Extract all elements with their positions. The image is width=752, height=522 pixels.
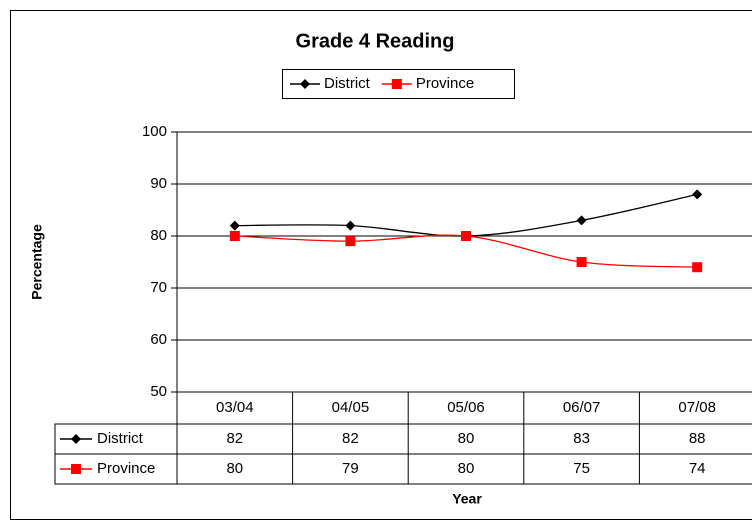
y-tick-label: 70 bbox=[150, 279, 167, 296]
x-tick-label: 03/04 bbox=[216, 399, 254, 416]
point bbox=[576, 215, 587, 226]
x-axis-title: Year bbox=[452, 491, 482, 507]
table-value: 88 bbox=[689, 430, 706, 447]
chart-title: Grade 4 Reading bbox=[296, 30, 455, 52]
x-tick-label: 04/05 bbox=[332, 399, 370, 416]
y-tick-label: 100 bbox=[142, 123, 167, 140]
point bbox=[461, 231, 471, 241]
x-tick-label: 06/07 bbox=[563, 399, 601, 416]
legend-label: District bbox=[324, 75, 371, 92]
legend-marker bbox=[71, 464, 81, 474]
point bbox=[229, 220, 240, 231]
legend-marker bbox=[300, 79, 310, 89]
table-value: 82 bbox=[226, 430, 243, 447]
legend-marker bbox=[391, 79, 402, 89]
table-value: 80 bbox=[226, 460, 243, 477]
y-tick-label: 90 bbox=[150, 175, 167, 192]
point bbox=[692, 189, 703, 200]
table-series-name: Province bbox=[97, 460, 155, 477]
table-value: 75 bbox=[573, 460, 590, 477]
table-value: 74 bbox=[689, 460, 706, 477]
table-value: 83 bbox=[573, 430, 590, 447]
legend-marker bbox=[71, 434, 81, 444]
legend-label: Province bbox=[416, 75, 474, 92]
x-tick-label: 05/06 bbox=[447, 399, 485, 416]
x-tick-label: 07/08 bbox=[678, 399, 716, 416]
table-value: 82 bbox=[342, 430, 359, 447]
point bbox=[345, 236, 356, 247]
table-value: 80 bbox=[458, 430, 475, 447]
point bbox=[692, 262, 703, 273]
point bbox=[576, 257, 587, 267]
table-series-name: District bbox=[97, 430, 144, 447]
point bbox=[345, 220, 356, 231]
table-value: 80 bbox=[458, 460, 475, 477]
table-value: 79 bbox=[342, 460, 359, 477]
y-tick-label: 50 bbox=[150, 383, 167, 400]
y-tick-label: 60 bbox=[150, 331, 167, 348]
y-axis-title: Percentage bbox=[29, 224, 45, 300]
point bbox=[229, 231, 240, 241]
y-tick-label: 80 bbox=[150, 227, 167, 244]
